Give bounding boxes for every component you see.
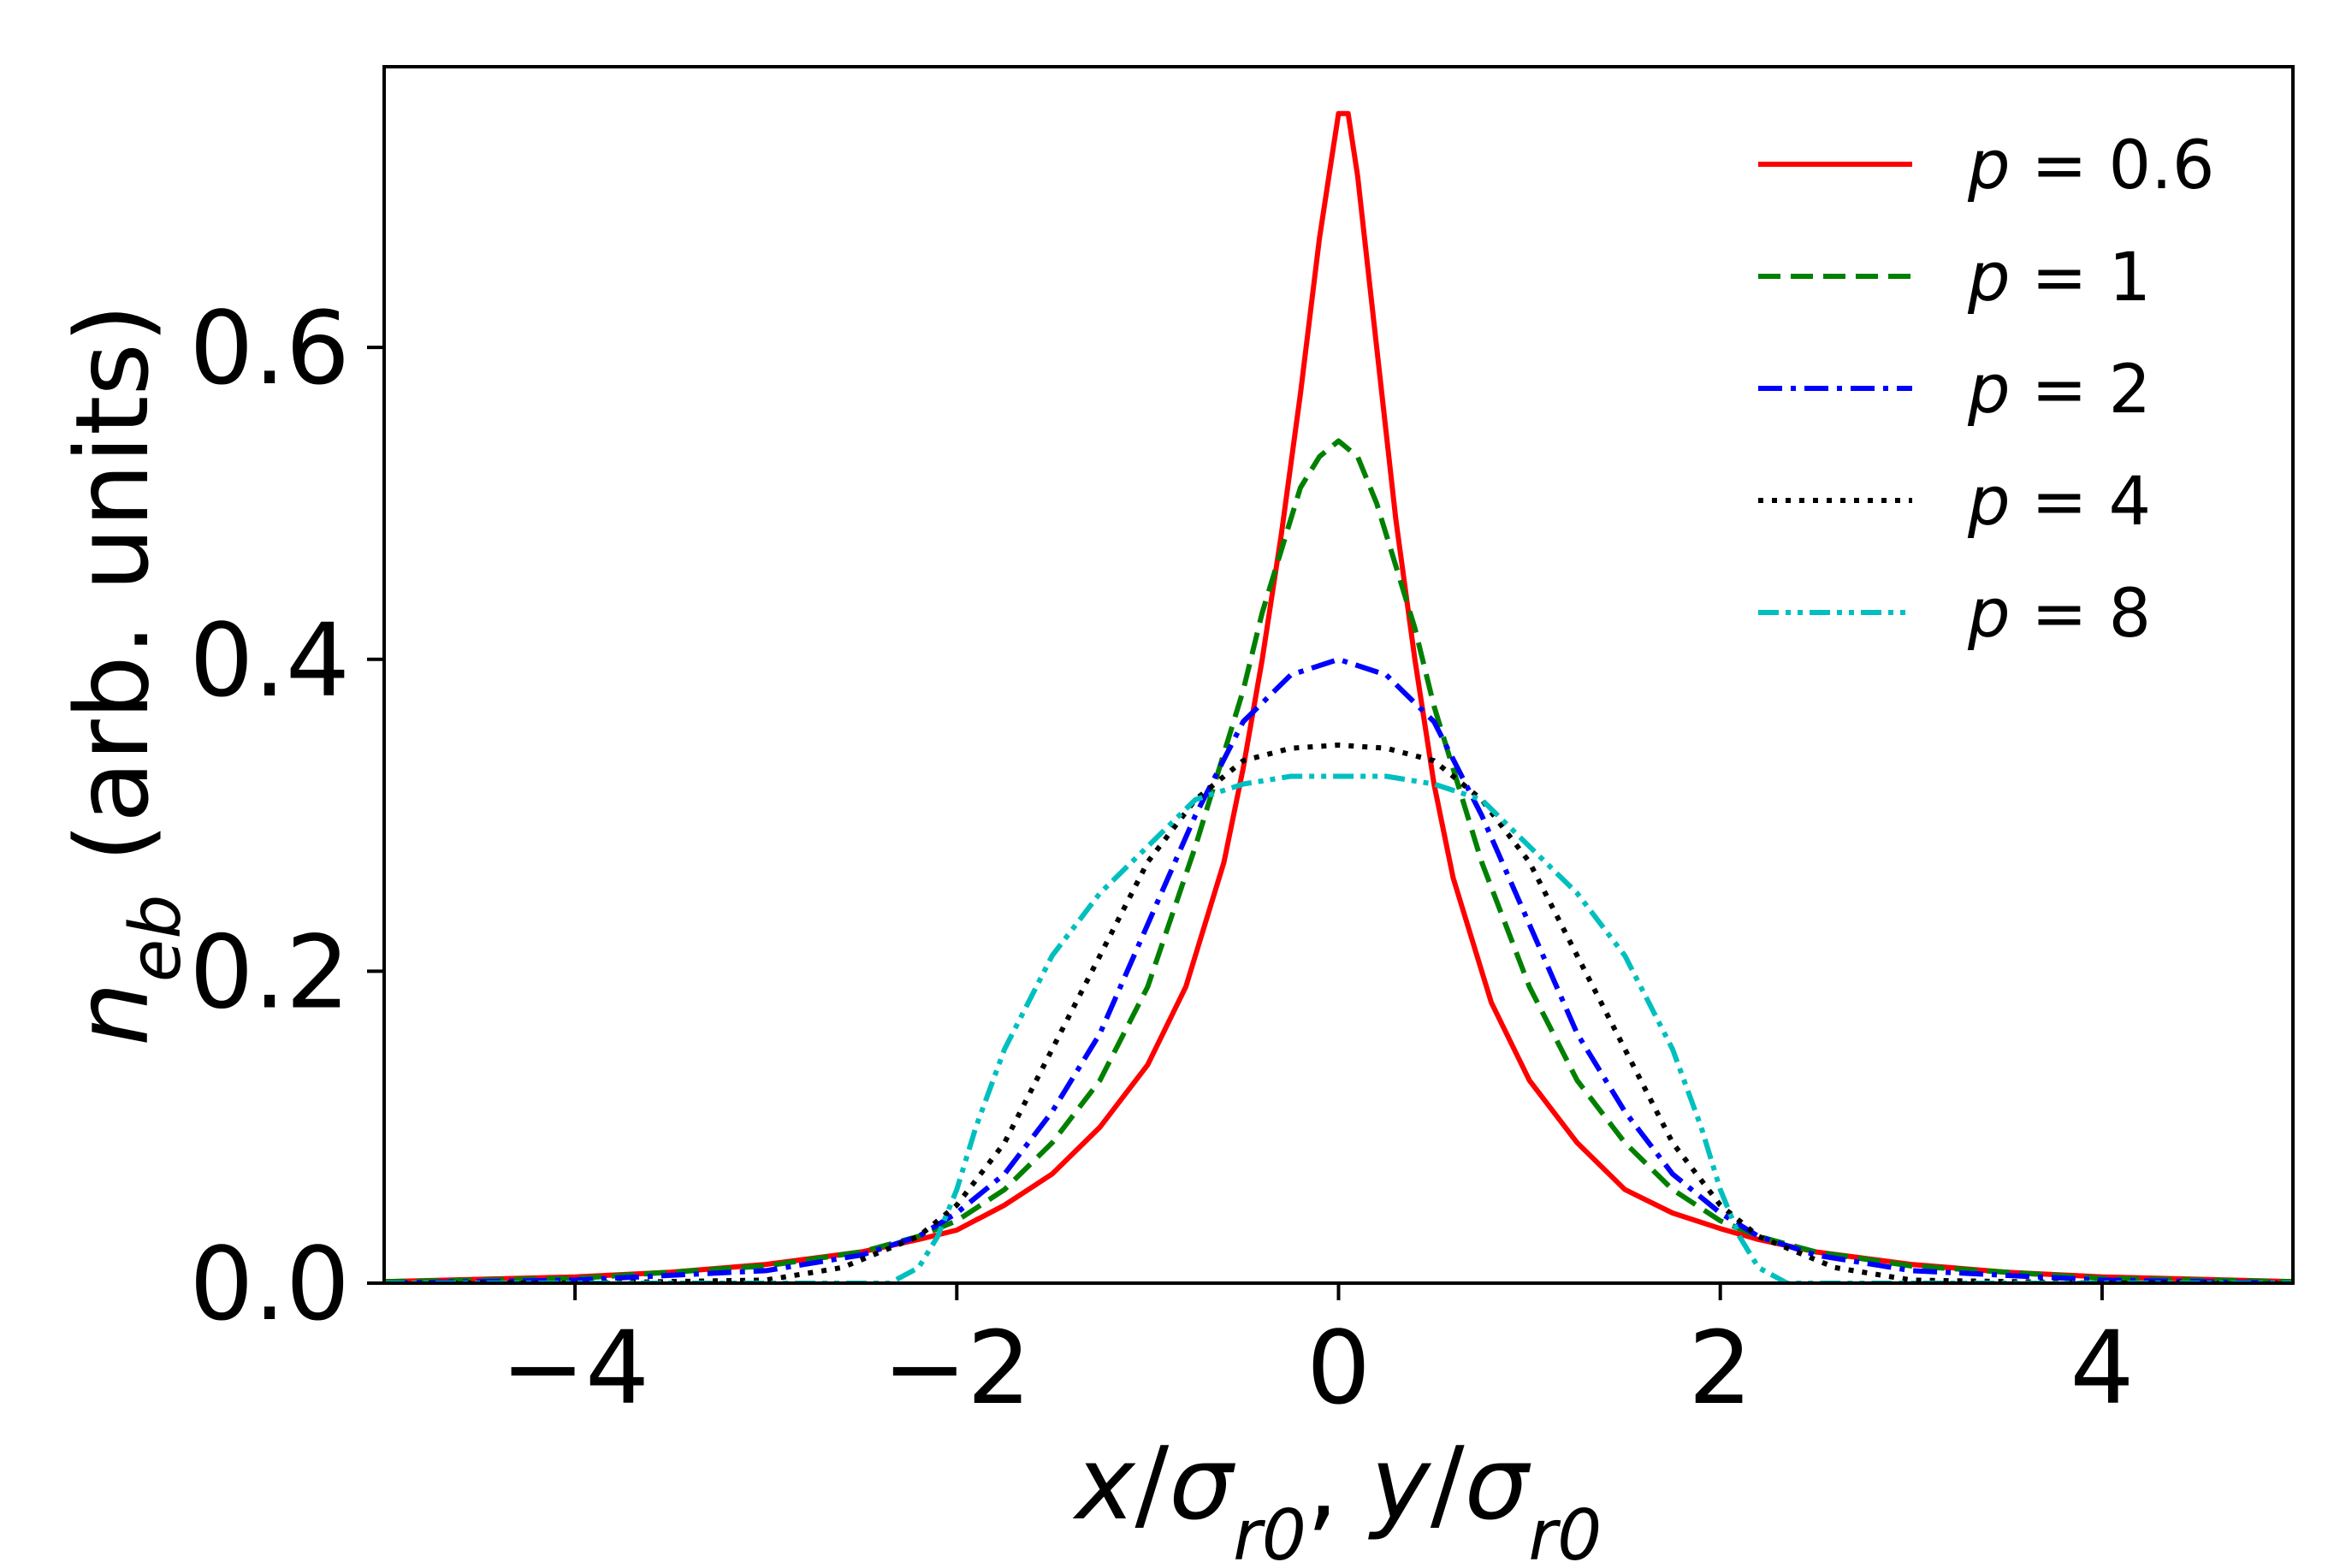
legend-label-1: p = 0.6 [1967, 127, 2215, 204]
y-tick-label: 0.4 [189, 601, 350, 719]
legend-label-4: p = 4 [1967, 464, 2151, 541]
legend-label-5: p = 8 [1967, 576, 2151, 653]
legend: p = 0.6 p = 1 p = 2 p = 4 p = 8 [1758, 127, 2215, 653]
x-tick-label: 0 [1306, 1309, 1371, 1427]
series-line-1 [384, 110, 2293, 1283]
series-line-4 [384, 743, 2293, 1283]
x-tick-label: −2 [882, 1309, 1031, 1427]
y-axis-label: neb (arb. units) [53, 304, 197, 1046]
y-tick-label: 0.2 [189, 913, 350, 1031]
legend-label-3: p = 2 [1967, 352, 2151, 429]
series-line-3 [384, 656, 2293, 1283]
y-tick-label: 0.0 [189, 1225, 350, 1343]
legend-label-2: p = 1 [1967, 240, 2151, 317]
ticks-layer: −4 −2 0 2 4 0.0 0.2 0.4 0.6 [189, 289, 2134, 1427]
x-tick-label: 4 [2070, 1309, 2134, 1427]
y-tick-label: 0.6 [189, 289, 350, 407]
series-layer [384, 110, 2293, 1283]
x-axis-label: x/σr0, y/σr0 [1072, 1424, 1602, 1568]
series-line-5 [384, 773, 2293, 1283]
series-line-2 [384, 438, 2293, 1283]
x-tick-label: −4 [501, 1309, 649, 1427]
x-tick-label: 2 [1688, 1309, 1752, 1427]
